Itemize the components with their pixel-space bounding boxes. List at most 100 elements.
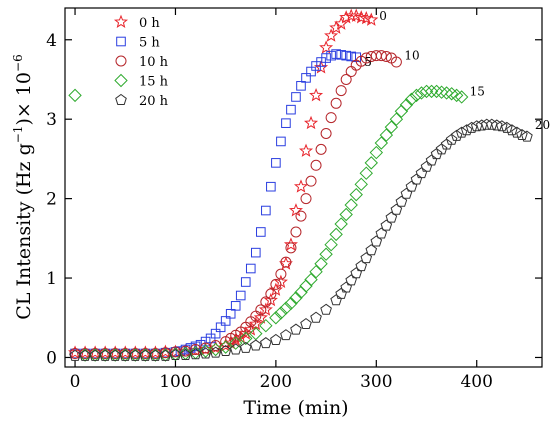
data-point [304,272,318,287]
data-point [345,66,357,78]
data-point [334,16,349,30]
data-point [256,227,266,237]
x-tick-label: 300 [360,372,392,392]
data-point [319,40,334,54]
series-10h [69,50,402,359]
data-point [341,50,351,61]
y-axis-title-mid: )× 10 [13,72,35,126]
data-point [271,158,281,168]
data-point [233,330,248,344]
data-point [278,256,293,270]
data-point [274,306,288,320]
data-point [293,179,309,193]
data-point [265,288,277,300]
data-point [149,349,162,361]
data-point [239,331,253,346]
data-point [440,138,453,150]
legend-label: 10 h [139,55,169,70]
data-point [480,118,493,130]
data-point [521,130,533,142]
data-point [119,349,132,361]
data-point [369,145,384,160]
data-point [349,187,363,202]
data-point [420,160,433,172]
legend-label: 5 h [139,36,160,51]
data-point [364,12,379,26]
data-point [444,87,459,101]
y-tick-label: 3 [46,110,57,130]
data-point [129,349,142,361]
data-point [319,247,333,261]
data-point [270,278,282,290]
legend-marker [115,55,127,67]
data-point [445,133,458,145]
data-point [286,104,296,115]
data-point [390,56,402,68]
data-point [200,336,211,347]
data-point [325,112,337,124]
data-point [290,226,302,238]
data-point [225,308,236,319]
data-point [354,10,369,24]
data-point [79,349,91,361]
y-tick-label: 2 [46,190,57,210]
series-15h [68,84,469,362]
data-point [405,180,418,192]
series-end-label: 0 [379,9,387,23]
data-point [395,195,408,207]
data-point [404,92,419,107]
data-point [329,20,344,34]
x-axis-title: Time (min) [243,397,348,419]
data-point [324,237,338,252]
data-point [399,98,414,112]
data-point [295,210,307,222]
data-point [291,92,301,102]
data-point [339,10,354,24]
data-point [434,85,449,99]
data-point [220,316,231,326]
data-point [419,84,434,99]
data-point [326,50,336,61]
data-point [415,167,428,179]
data-point [310,159,322,171]
data-point [235,290,246,301]
data-point [284,296,298,311]
data-point [259,318,273,333]
series-end-labels: 0 5 10 15 20 [364,9,550,132]
data-point [449,88,464,103]
data-point [279,301,293,315]
data-point [315,143,327,155]
data-point [280,256,292,268]
data-point [340,73,352,85]
data-point [68,88,82,103]
data-point [109,349,122,361]
data-point [465,121,478,133]
y-axis-title-sup1: −1 [11,126,25,144]
data-point [329,227,343,242]
data-point [314,257,328,271]
data-point [198,342,213,356]
series-5h [70,49,362,359]
data-point [89,349,101,361]
data-point [336,50,346,60]
y-axis-title-sup2: −6 [11,54,25,72]
data-point [240,277,251,287]
data-point [374,136,389,150]
data-point [289,291,303,305]
data-point [219,345,232,357]
legend-label: 15 h [139,75,169,90]
data-point [380,219,393,231]
data-point [439,86,454,100]
data-point [331,49,341,59]
legend-label: 20 h [139,94,169,109]
data-point [450,129,463,141]
data-point [384,120,399,134]
data-point [306,66,316,77]
data-point [344,198,358,212]
y-axis-title: CL Intensity (Hz g−1)× 10−6 [11,54,35,319]
series-end-label: 5 [364,55,372,69]
data-point [209,346,222,358]
data-point [310,311,322,323]
